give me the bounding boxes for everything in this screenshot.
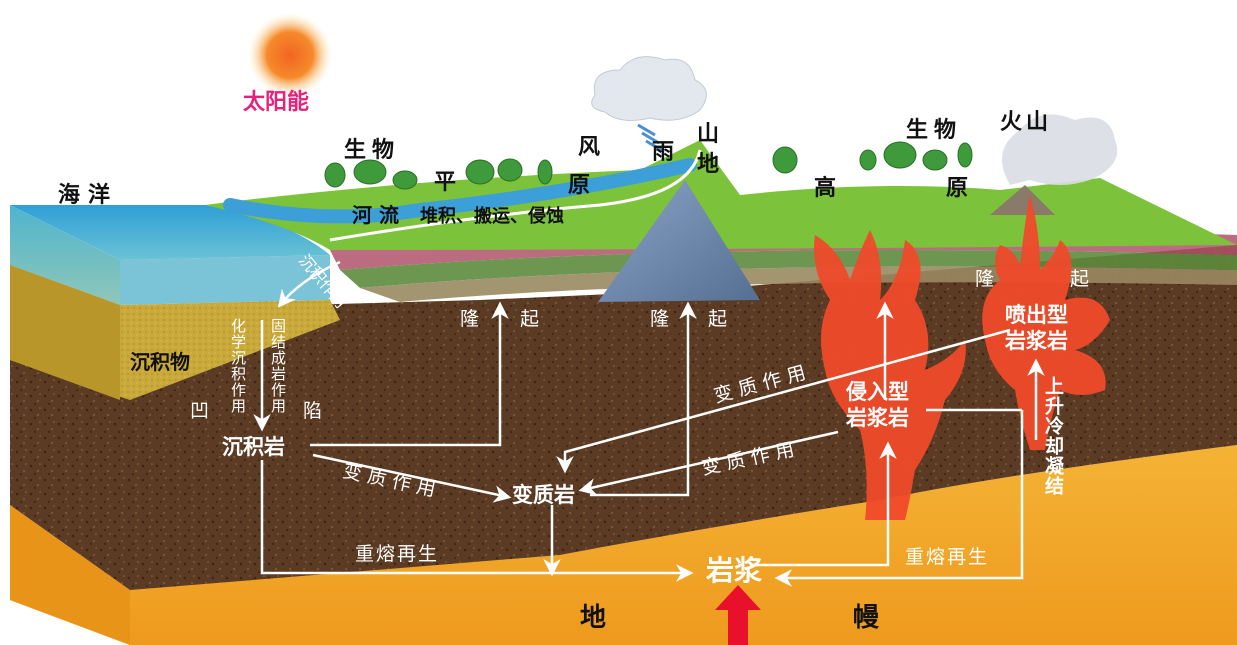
intrusive-magma-plume bbox=[814, 230, 966, 520]
uplift-a-label-2: 起 bbox=[520, 308, 540, 330]
river-flow-line bbox=[329, 149, 702, 242]
mountain-label-2: 地 bbox=[697, 152, 720, 177]
plateau-label-1: 高 bbox=[814, 176, 837, 201]
mountain bbox=[598, 180, 760, 302]
trees-left bbox=[324, 158, 553, 190]
mantle-front bbox=[10, 505, 130, 645]
metamorphic-rock-label: 变质岩 bbox=[512, 483, 575, 507]
mantle-label-2: 幔 bbox=[853, 603, 880, 633]
consolidation-label: 固结成岩作用 bbox=[269, 318, 287, 414]
extrusive-rock-label-2: 岩浆岩 bbox=[1005, 329, 1068, 353]
arrow-sedimentation bbox=[277, 260, 341, 308]
volcano-smoke bbox=[1002, 114, 1118, 185]
ocean-top bbox=[10, 205, 330, 260]
heat-arrow-icon bbox=[715, 585, 761, 645]
depression-label-2: 陷 bbox=[303, 400, 323, 422]
uplift-c-label-1: 隆 bbox=[975, 268, 995, 290]
arrow-intrusive-to-meta bbox=[578, 430, 839, 496]
uplift-b-label-2: 起 bbox=[708, 308, 728, 330]
uplift-c-label-2: 起 bbox=[1070, 268, 1090, 290]
extrusive-rock-label-1: 喷出型 bbox=[1005, 303, 1068, 327]
ocean-body bbox=[120, 255, 330, 305]
land-surface bbox=[205, 140, 1237, 250]
trees-right bbox=[772, 141, 973, 174]
arrow-sed-to-meta bbox=[312, 453, 512, 503]
arrow-magma-to-intrusive bbox=[750, 441, 897, 567]
magma-label: 岩浆 bbox=[706, 554, 763, 587]
volcano-cone bbox=[990, 185, 1055, 215]
sun-icon bbox=[248, 13, 332, 97]
depression-label-1: 凹 bbox=[190, 400, 210, 422]
uplift-a-label-1: 隆 bbox=[460, 308, 480, 330]
arrow-extrusive-to-meta bbox=[556, 328, 1011, 474]
extrusive-magma-plume bbox=[982, 195, 1110, 450]
rise-cool-label: 上升冷却凝结 bbox=[1042, 376, 1064, 496]
mountain-label-1: 山 bbox=[697, 122, 720, 147]
process-arrows bbox=[253, 260, 1045, 587]
intrusive-rock-label-1: 侵入型 bbox=[846, 380, 909, 404]
arrow-uplift-a bbox=[310, 301, 509, 447]
plateau-label-2: 原 bbox=[946, 176, 969, 201]
intrusive-rock-label-2: 岩浆岩 bbox=[846, 406, 909, 430]
rain-label: 雨 bbox=[652, 140, 675, 165]
plain-label-2: 原 bbox=[568, 173, 591, 198]
sun-label: 太阳能 bbox=[243, 90, 310, 115]
volcano-label: 火山 bbox=[1000, 110, 1053, 135]
river bbox=[223, 158, 697, 224]
river-process-label: 河 流 bbox=[352, 203, 399, 227]
chemical-deposition-label: 化学沉积作用 bbox=[229, 318, 247, 414]
organisms-right-label: 生物 bbox=[906, 118, 963, 143]
mantle-layer bbox=[10, 445, 1237, 645]
rain-icon bbox=[637, 123, 664, 153]
arrow-remelt-right bbox=[774, 410, 1024, 587]
mantle-label-1: 地 bbox=[580, 603, 607, 633]
plain-label-1: 平 bbox=[434, 170, 457, 195]
sediment-front bbox=[10, 265, 120, 400]
organisms-left-label: 生物 bbox=[344, 138, 401, 163]
ocean-front bbox=[10, 205, 120, 305]
uplift-b-label-1: 隆 bbox=[650, 308, 670, 330]
river-actions-label: 堆积、搬运、侵蚀 bbox=[420, 206, 564, 227]
sedimentary-rock-label: 沉积岩 bbox=[222, 435, 285, 459]
arrow-uplift-b bbox=[590, 301, 697, 497]
wind-label: 风 bbox=[578, 135, 601, 160]
crust-block bbox=[10, 245, 1237, 590]
ocean-label: 海洋 bbox=[58, 183, 119, 208]
remelt-right-label: 重熔再生 bbox=[905, 546, 990, 568]
sediment-label: 沉积物 bbox=[130, 350, 190, 374]
remelt-left-label: 重熔再生 bbox=[355, 543, 440, 565]
cloud-icon bbox=[591, 56, 707, 121]
